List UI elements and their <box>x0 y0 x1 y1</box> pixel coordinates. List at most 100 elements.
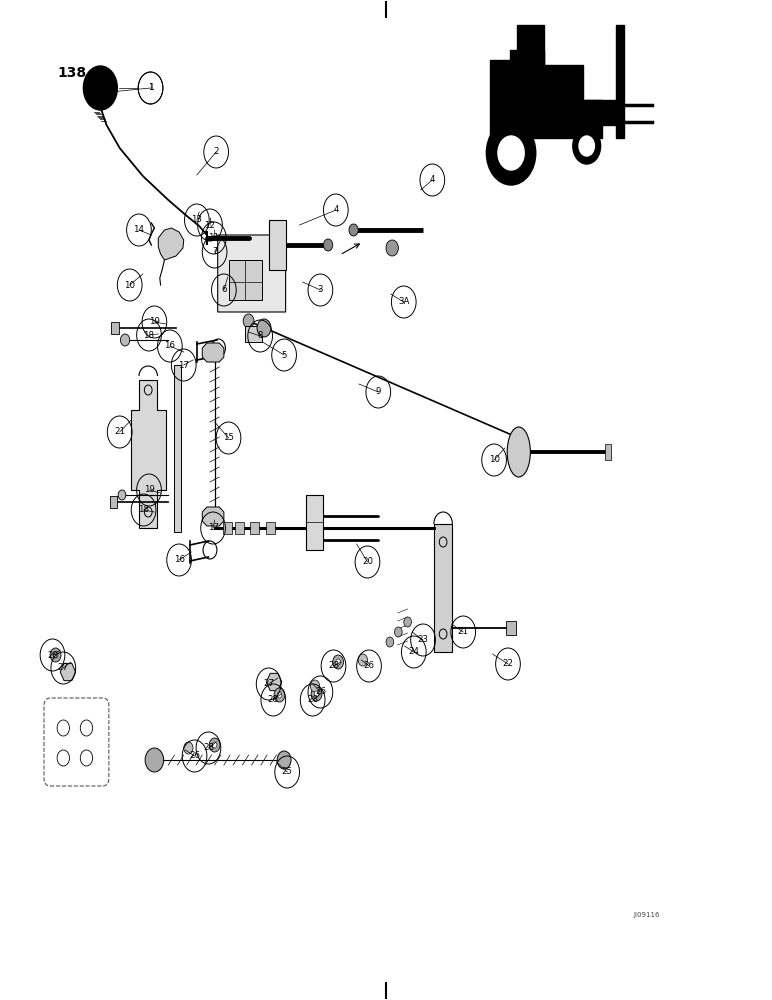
Text: 4: 4 <box>429 176 435 184</box>
FancyBboxPatch shape <box>110 496 117 508</box>
FancyBboxPatch shape <box>223 522 232 534</box>
Text: 18: 18 <box>138 506 149 514</box>
Polygon shape <box>60 663 76 681</box>
Circle shape <box>486 121 536 185</box>
FancyBboxPatch shape <box>245 326 262 342</box>
Text: 28: 28 <box>47 650 58 660</box>
Text: 14: 14 <box>134 226 144 234</box>
Polygon shape <box>202 507 224 526</box>
FancyBboxPatch shape <box>235 522 244 534</box>
Polygon shape <box>306 495 323 550</box>
Text: 17: 17 <box>208 524 218 532</box>
Text: 17: 17 <box>178 360 189 369</box>
Circle shape <box>336 659 340 665</box>
Text: 19: 19 <box>144 486 154 494</box>
Text: 26: 26 <box>364 662 374 670</box>
Polygon shape <box>158 228 184 260</box>
Text: 138: 138 <box>58 66 87 80</box>
Circle shape <box>573 128 601 164</box>
Circle shape <box>118 490 126 500</box>
Text: 21: 21 <box>458 628 469 637</box>
Polygon shape <box>131 380 166 528</box>
Polygon shape <box>218 235 286 312</box>
Polygon shape <box>517 25 544 65</box>
Circle shape <box>333 655 344 669</box>
Circle shape <box>277 751 291 769</box>
Polygon shape <box>490 50 602 138</box>
Polygon shape <box>269 220 286 270</box>
Text: 28: 28 <box>328 662 339 670</box>
Circle shape <box>145 748 164 772</box>
Circle shape <box>243 314 254 328</box>
Text: 21: 21 <box>114 428 125 436</box>
Text: 20: 20 <box>362 558 373 566</box>
Circle shape <box>212 742 217 748</box>
Circle shape <box>386 240 398 256</box>
Text: 19: 19 <box>149 318 160 326</box>
Circle shape <box>323 239 333 251</box>
Circle shape <box>184 742 193 754</box>
Text: 24: 24 <box>408 648 419 656</box>
Text: 26: 26 <box>315 688 326 696</box>
Circle shape <box>53 652 58 658</box>
Polygon shape <box>202 343 224 362</box>
Circle shape <box>314 691 319 697</box>
FancyBboxPatch shape <box>250 522 259 534</box>
Circle shape <box>83 66 117 110</box>
Text: 15: 15 <box>223 434 234 442</box>
Circle shape <box>579 136 594 156</box>
Text: 28: 28 <box>307 696 318 704</box>
Text: 28: 28 <box>268 696 279 704</box>
Circle shape <box>209 738 220 752</box>
Text: 10: 10 <box>124 280 135 290</box>
Circle shape <box>498 136 524 170</box>
Circle shape <box>277 692 282 698</box>
Text: 23: 23 <box>418 636 428 645</box>
Circle shape <box>257 319 271 337</box>
Text: 2: 2 <box>213 147 219 156</box>
Text: 11: 11 <box>208 233 219 242</box>
Circle shape <box>50 648 61 662</box>
Text: 5: 5 <box>281 351 287 360</box>
Circle shape <box>120 334 130 346</box>
Circle shape <box>511 428 527 448</box>
Polygon shape <box>583 100 618 125</box>
Polygon shape <box>229 260 262 300</box>
Circle shape <box>310 680 320 692</box>
FancyBboxPatch shape <box>605 444 611 460</box>
Circle shape <box>274 688 285 702</box>
Circle shape <box>358 654 367 666</box>
Text: 9: 9 <box>376 387 381 396</box>
Text: 16: 16 <box>164 342 175 351</box>
Text: 1: 1 <box>147 84 154 93</box>
FancyBboxPatch shape <box>266 522 275 534</box>
Text: JI09116: JI09116 <box>633 912 659 918</box>
Text: 7: 7 <box>212 247 218 256</box>
Circle shape <box>404 617 411 627</box>
Polygon shape <box>616 25 624 138</box>
Circle shape <box>394 627 402 637</box>
Circle shape <box>386 637 394 647</box>
Text: 16: 16 <box>174 556 185 564</box>
Text: 10: 10 <box>489 456 499 464</box>
Text: 27: 27 <box>263 680 274 688</box>
Text: 1: 1 <box>147 84 154 93</box>
Text: 13: 13 <box>191 216 202 225</box>
Ellipse shape <box>507 427 530 477</box>
Circle shape <box>349 224 358 236</box>
Polygon shape <box>174 365 181 532</box>
Text: 18: 18 <box>144 330 154 340</box>
FancyBboxPatch shape <box>506 621 516 635</box>
FancyBboxPatch shape <box>111 322 119 334</box>
Text: 28: 28 <box>203 744 214 752</box>
Text: 4: 4 <box>333 206 339 215</box>
Text: 27: 27 <box>58 664 69 672</box>
Text: 25: 25 <box>282 768 293 776</box>
Text: 26: 26 <box>189 752 200 760</box>
Text: 3: 3 <box>317 286 323 294</box>
Text: 6: 6 <box>221 286 227 294</box>
Text: 8: 8 <box>257 332 263 340</box>
Polygon shape <box>434 524 452 652</box>
Text: 12: 12 <box>205 221 215 230</box>
Circle shape <box>311 687 322 701</box>
